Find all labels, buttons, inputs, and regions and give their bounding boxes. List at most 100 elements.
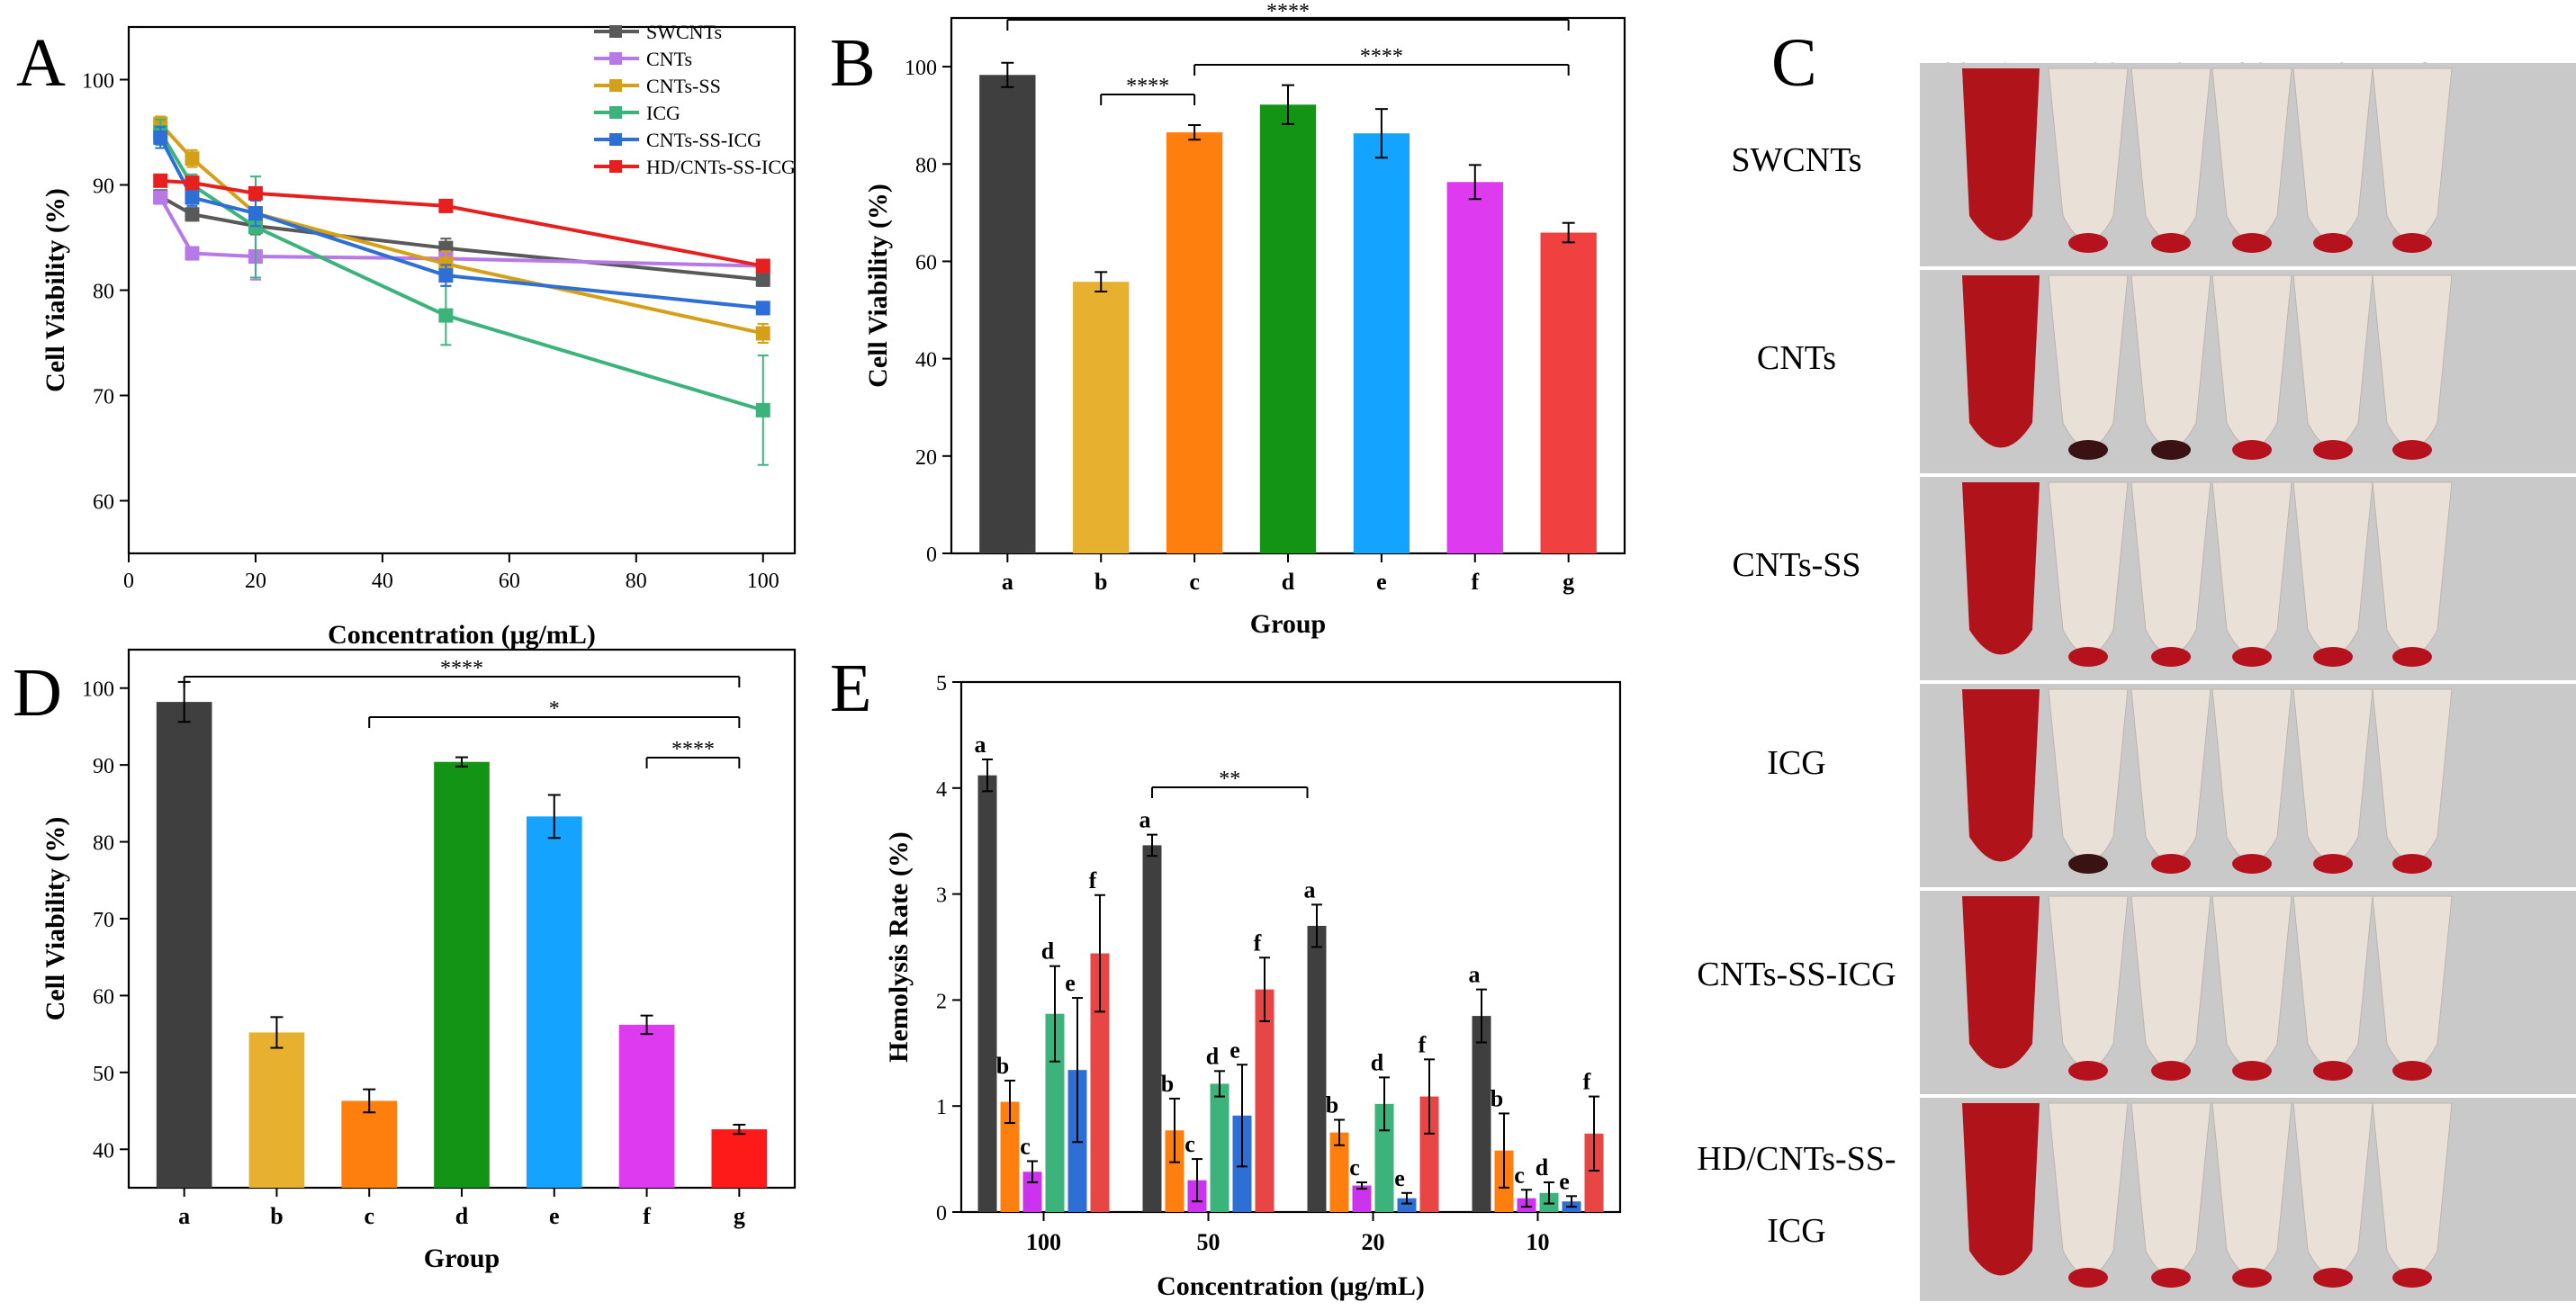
- panel-e-bar: [1090, 953, 1110, 1212]
- panel-c-pellet: [2313, 233, 2353, 253]
- panel-a-point: [438, 308, 454, 323]
- panel-e-bar: [1000, 1101, 1020, 1212]
- panel-a-frame: [127, 25, 797, 555]
- panel-e-bar-letter: d: [1536, 1154, 1549, 1181]
- panel-e-bar: [1472, 1016, 1491, 1212]
- panel-d-ytick-label: 100: [82, 678, 114, 702]
- panel-a-legend-label: CNTs-SS: [646, 75, 721, 97]
- panel-label-c: C: [1771, 25, 1817, 101]
- panel-a-xtick-label: 80: [626, 570, 647, 593]
- panel-e-bar-letter: e: [1559, 1168, 1570, 1194]
- panel-c-pellet: [2068, 440, 2108, 460]
- panel-c-pellet: [2392, 647, 2432, 667]
- panel-a-point: [185, 175, 200, 191]
- panel-a-legend-label: SWCNTs: [646, 21, 722, 43]
- panel-d-sig-label: ****: [440, 657, 483, 680]
- panel-e-bar: [1307, 925, 1327, 1212]
- panel-b-bar: [979, 75, 1036, 553]
- panel-e-bar: [1584, 1133, 1604, 1212]
- panel-a-ytick-label: 100: [82, 70, 114, 94]
- panel-a-legend-marker: [609, 79, 622, 92]
- panel-d-xtick-label: c: [364, 1203, 374, 1229]
- panel-b-bar: [1353, 133, 1410, 554]
- panel-c-pellet: [2313, 1268, 2353, 1288]
- panel-d-ylabel: Cell Viability (%): [41, 817, 70, 1021]
- panel-e-bar-letter: b: [1491, 1085, 1503, 1111]
- panel-b-bar: [1073, 282, 1130, 553]
- panel-c-pellet: [2068, 233, 2108, 253]
- panel-b-bar-chart: 0 20 40 60 80 100 a b c d e f g Group Cell Viability (…: [863, 0, 1626, 639]
- panel-e-ylabel: Hemolysis Rate (%): [884, 831, 914, 1063]
- panel-e-xtick-label: 50: [1197, 1229, 1220, 1255]
- panel-a-point: [438, 268, 454, 283]
- panel-d-ytick-label: 90: [93, 755, 114, 778]
- panel-d-ytick-label: 80: [93, 832, 114, 856]
- panel-a-legend-label: HD/CNTs-SS-ICG: [646, 156, 796, 178]
- panel-d-xtick-label: e: [549, 1203, 560, 1229]
- panel-c-pellet: [2232, 647, 2272, 667]
- panel-e-bar-letter: c: [1184, 1131, 1195, 1157]
- panel-d-bar: [156, 702, 212, 1188]
- panel-e-bar-letter: d: [1041, 938, 1055, 965]
- panel-c-pellet: [2232, 1268, 2272, 1288]
- panel-e-sig-label: **: [1219, 768, 1240, 791]
- panel-e-bar: [1255, 989, 1274, 1212]
- panel-d-bar: [341, 1100, 398, 1188]
- panel-e-bar-letter: a: [1304, 876, 1316, 902]
- panel-c-pellet: [2151, 1268, 2191, 1288]
- panel-d-ytick-label: 70: [93, 909, 114, 932]
- panel-c-triton-tube: [1962, 689, 2040, 862]
- panel-a-xtick-label: 0: [123, 570, 134, 593]
- panel-e-bar-letter: f: [1583, 1069, 1591, 1095]
- panel-b-xlabel: Group: [1250, 609, 1326, 639]
- panel-a-point: [185, 207, 200, 222]
- panel-b-xtick-label: e: [1376, 569, 1387, 595]
- panel-c-row-label: HD/CNTs-SS-: [1697, 1140, 1896, 1178]
- panel-e-bar: [1397, 1198, 1417, 1212]
- panel-a-legend-marker: [609, 106, 622, 119]
- panel-e-ytick-label: 4: [936, 778, 947, 802]
- panel-c-pellet: [2232, 440, 2272, 460]
- panel-b-ytick-label: 60: [915, 251, 937, 274]
- panel-a-legend-marker: [609, 160, 622, 173]
- panel-c-row-label: ICG: [1767, 744, 1825, 782]
- panel-e-bar-letter: c: [1020, 1133, 1031, 1159]
- panel-c-triton-tube: [1962, 482, 2040, 655]
- panel-e-bar: [977, 775, 997, 1212]
- panel-a-point: [248, 185, 263, 201]
- panel-a-legend-marker: [609, 52, 622, 65]
- panel-c-pellet: [2313, 440, 2353, 460]
- panel-a-xlabel: Concentration (μg/mL): [328, 620, 596, 650]
- panel-c-pellet: [2392, 854, 2432, 874]
- panel-b-xtick-label: d: [1282, 569, 1295, 595]
- panel-c-pellet: [2068, 854, 2108, 874]
- panel-d-xtick-label: b: [270, 1203, 283, 1229]
- panel-b-bar: [1259, 104, 1317, 554]
- panel-c-pellet: [2151, 233, 2191, 253]
- panel-b-ytick-label: 100: [905, 57, 937, 80]
- panel-e-bar: [1352, 1185, 1372, 1212]
- panel-c-row-label: CNTs-SS: [1732, 546, 1860, 584]
- panel-a-xtick-label: 20: [245, 570, 266, 593]
- panel-c-pellet: [2151, 854, 2191, 874]
- panel-e-bar-letter: a: [975, 732, 986, 758]
- panel-e-ytick-label: 0: [936, 1202, 947, 1226]
- panel-a-point: [153, 130, 168, 145]
- panel-c-hemolysis-photo-grid: 1%Triton100502010NSSWCNTsCNTsCNTs-SSICGC…: [1697, 56, 2576, 1301]
- panel-a-legend-marker: [609, 133, 622, 146]
- panel-b-sig-label: ****: [1266, 0, 1310, 23]
- panel-e-ytick-label: 2: [936, 990, 947, 1013]
- panel-e-bar-letter: a: [1139, 807, 1151, 833]
- panel-b-bar: [1540, 232, 1597, 553]
- panel-a-point: [755, 258, 770, 274]
- panel-a-xtick-label: 60: [499, 570, 520, 593]
- panel-d-xtick-label: f: [643, 1203, 651, 1229]
- panel-a-point: [248, 206, 263, 221]
- panel-label-b: B: [830, 25, 876, 101]
- panel-e-bar-letter: e: [1394, 1165, 1405, 1191]
- panel-b-bar: [1446, 182, 1503, 553]
- panel-a-line-chart: 60 70 80 90 100 0 20 40 60 80 100 Concentration (μg…: [41, 21, 797, 650]
- panel-c-triton-tube: [1962, 896, 2040, 1069]
- panel-a-point: [755, 402, 770, 418]
